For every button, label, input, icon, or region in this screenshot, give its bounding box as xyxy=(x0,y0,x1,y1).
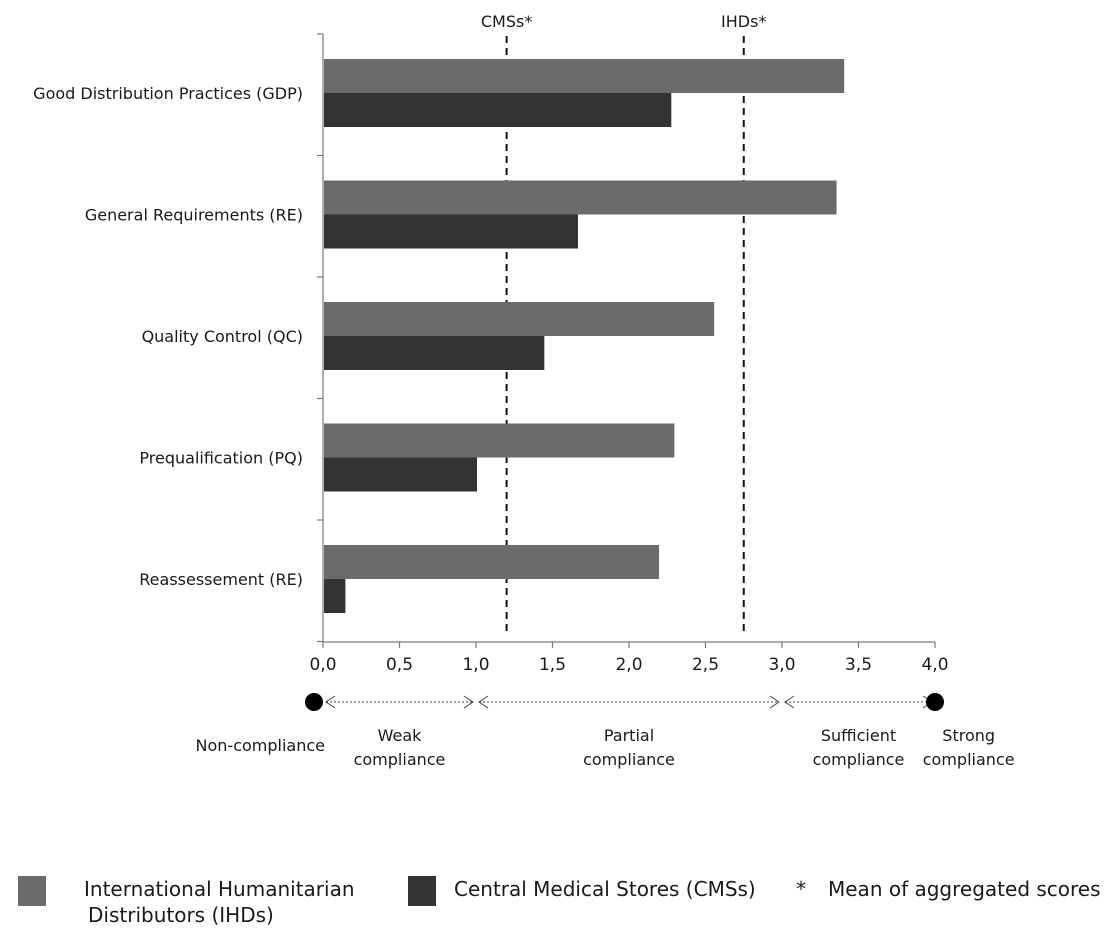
legend-label-cms: Central Medical Stores (CMSs) xyxy=(454,877,756,901)
zone-label-line: Sufficient xyxy=(821,726,896,745)
zone-label-line: Partial xyxy=(604,726,654,745)
category-label-quality-control-qc: Quality Control (QC) xyxy=(142,327,303,346)
bar-cms-reassessement-re xyxy=(324,579,346,613)
zone-label-line: compliance xyxy=(923,750,1015,769)
bars-group xyxy=(324,59,845,613)
bar-cms-prequalification-pq xyxy=(324,457,477,492)
bar-ihd-prequalification-pq xyxy=(324,423,675,458)
reference-lines: CMSs* IHDs* xyxy=(481,12,766,632)
scale-arrowhead-left xyxy=(478,695,489,709)
scale-arrowhead-right xyxy=(463,695,474,709)
compliance-bar-chart: CMSs* IHDs* Good Distribution Practices (… xyxy=(33,12,1015,769)
zone-label-line: Strong xyxy=(942,726,995,745)
scale-arrowhead-left xyxy=(325,695,336,709)
legend-label-ihd-line2: Distributors (IHDs) xyxy=(88,903,274,927)
legend: International Humanitarian Distributors … xyxy=(0,872,1120,932)
category-label-reassessement-re: Reassessement (RE) xyxy=(139,570,303,589)
bar-cms-quality-control-qc xyxy=(324,336,545,370)
zone-label-weak-compliance: Weak compliance xyxy=(354,726,446,769)
zone-label-line: compliance xyxy=(354,750,446,769)
bar-ihd-quality-control-qc xyxy=(324,302,715,336)
x-tick-label: 2,0 xyxy=(615,655,642,675)
x-tick-label: 3,5 xyxy=(845,655,872,675)
x-tick-label: 2,5 xyxy=(692,655,719,675)
zone-label-line: Weak xyxy=(378,726,423,745)
x-tick-label: 4,0 xyxy=(921,655,948,675)
x-tick-label: 3,0 xyxy=(768,655,795,675)
scale-arrowhead-right xyxy=(769,695,780,709)
legend-swatch-cms xyxy=(408,876,436,906)
scale-arrowhead-left xyxy=(784,695,795,709)
legend-label-ihd-line1: International Humanitarian xyxy=(84,877,355,901)
x-tick-label: 1,0 xyxy=(462,655,489,675)
reference-label-cmss: CMSs* xyxy=(481,12,532,31)
zone-label-non-compliance: Non-compliance xyxy=(196,736,325,755)
axes-group: Good Distribution Practices (GDP) General… xyxy=(33,33,949,675)
legend-label-ihd: International Humanitarian Distributors … xyxy=(84,876,355,928)
zone-label-strong-compliance: Strong compliance xyxy=(923,726,1015,769)
legend-label-mean: Mean of aggregated scores xyxy=(828,877,1101,901)
bar-ihd-good-distribution-practices-gdp xyxy=(324,59,845,93)
x-tick-label: 0,5 xyxy=(386,655,413,675)
legend-item-ihd: International Humanitarian Distributors … xyxy=(18,876,355,928)
legend-star: * xyxy=(796,877,806,901)
x-tick-label: 1,5 xyxy=(539,655,566,675)
legend-swatch-ihd xyxy=(18,876,46,906)
category-label-good-distribution-practices-gdp: Good Distribution Practices (GDP) xyxy=(33,84,303,103)
compliance-scale-group: Non-compliance Weak compliance Partial compl… xyxy=(196,693,1015,769)
x-tick-label: 0,0 xyxy=(309,655,336,675)
zone-label-line: compliance xyxy=(583,750,675,769)
reference-label-ihds: IHDs* xyxy=(721,12,766,31)
bar-ihd-general-requirements-re xyxy=(324,180,837,215)
scale-endpoint-start xyxy=(305,693,323,711)
legend-item-cms: Central Medical Stores (CMSs) xyxy=(408,876,756,906)
category-label-general-requirements-re: General Requirements (RE) xyxy=(85,206,303,225)
category-label-prequalification-pq: Prequalification (PQ) xyxy=(139,449,303,468)
zone-label-line: Non-compliance xyxy=(196,736,325,755)
zone-label-sufficient-compliance: Sufficient compliance xyxy=(813,726,905,769)
legend-item-mean: * Mean of aggregated scores xyxy=(796,876,1101,902)
zone-label-partial-compliance: Partial compliance xyxy=(583,726,675,769)
bar-ihd-reassessement-re xyxy=(324,545,660,579)
bar-cms-general-requirements-re xyxy=(324,214,578,249)
zone-label-line: compliance xyxy=(813,750,905,769)
scale-endpoint-end xyxy=(926,693,944,711)
bar-cms-good-distribution-practices-gdp xyxy=(324,93,672,127)
